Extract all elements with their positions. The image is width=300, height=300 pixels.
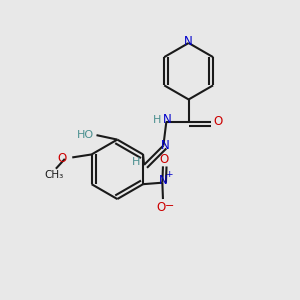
- Text: N: N: [184, 35, 193, 48]
- Text: HO: HO: [77, 130, 94, 140]
- Text: −: −: [165, 201, 174, 211]
- Text: H: H: [131, 157, 140, 167]
- Text: O: O: [57, 152, 67, 165]
- Text: N: N: [163, 113, 171, 126]
- Text: O: O: [157, 201, 166, 214]
- Text: O: O: [214, 115, 223, 128]
- Text: O: O: [159, 153, 168, 166]
- Text: N: N: [160, 139, 169, 152]
- Text: H: H: [153, 115, 162, 125]
- Text: +: +: [165, 170, 173, 179]
- Text: N: N: [159, 174, 167, 187]
- Text: CH₃: CH₃: [44, 170, 63, 180]
